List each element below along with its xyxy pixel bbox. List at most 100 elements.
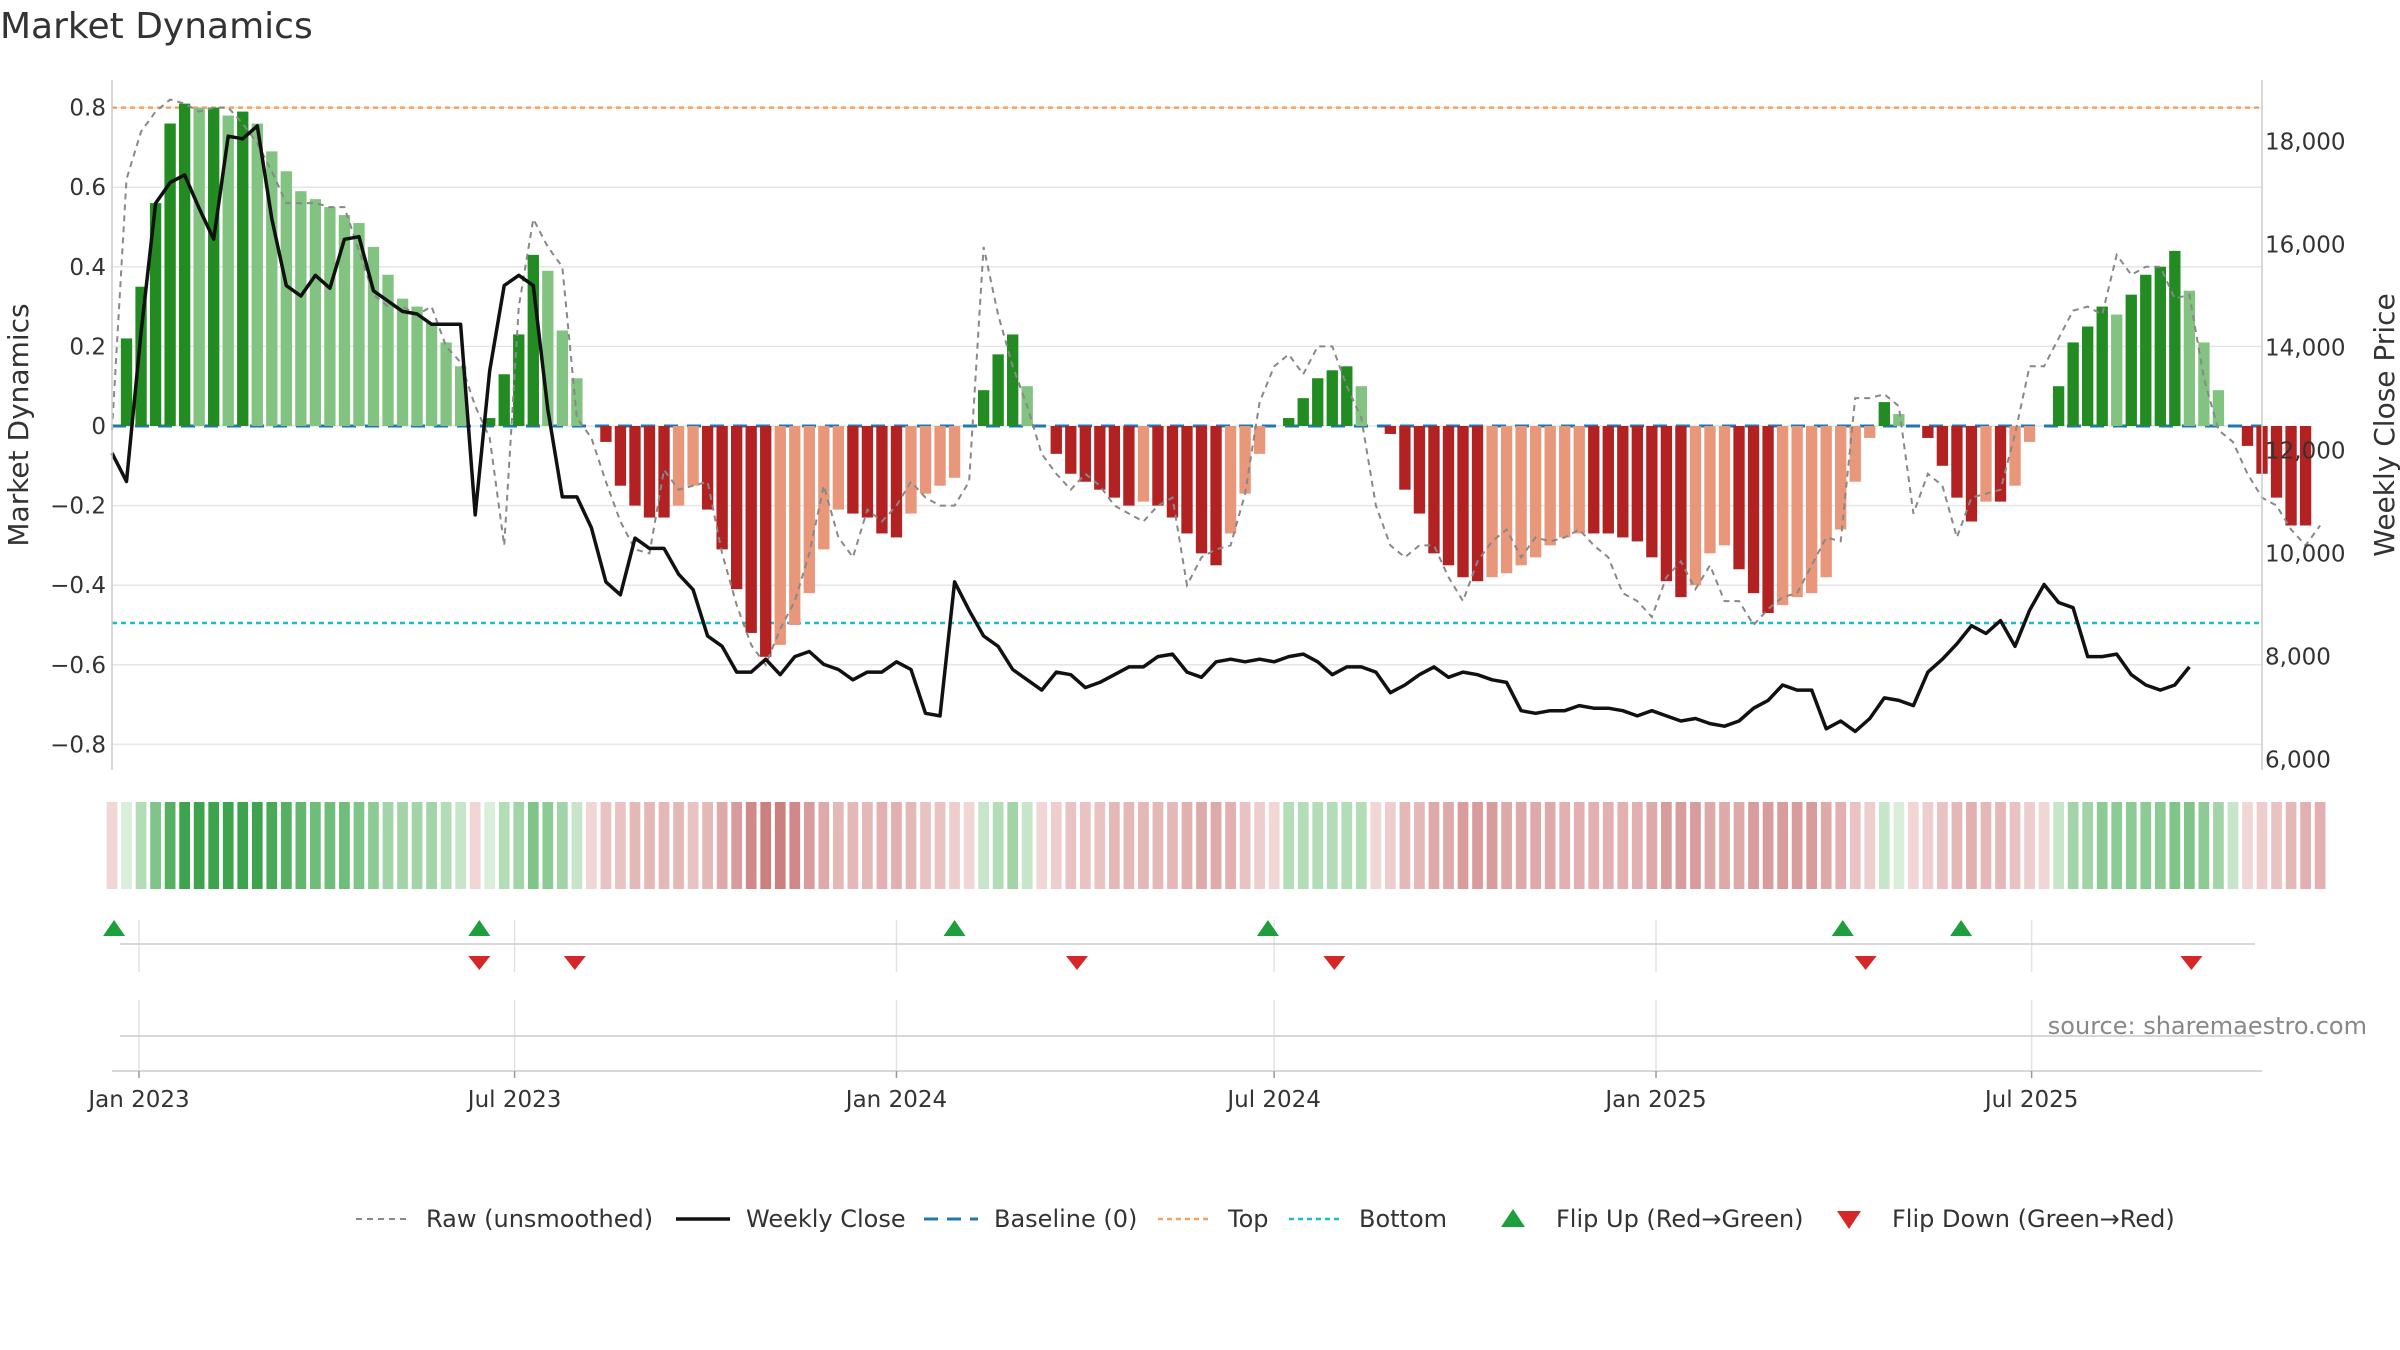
dynamics-bar xyxy=(745,426,757,633)
dynamics-bar xyxy=(2023,426,2036,442)
dynamics-bar xyxy=(1951,426,1963,498)
flip-down-marker xyxy=(1066,956,1089,970)
dynamics-bar xyxy=(1660,426,1673,582)
dynamics-bar xyxy=(1646,426,1658,558)
regime-cell xyxy=(1254,802,1266,889)
dynamics-bar xyxy=(1878,402,1890,426)
regime-cell xyxy=(978,802,989,889)
regime-cell xyxy=(1312,802,1324,889)
dynamics-bar xyxy=(266,151,278,426)
regime-cell xyxy=(992,802,1004,889)
dynamics-bar xyxy=(716,426,728,550)
regime-cell xyxy=(484,802,496,889)
regime-cell xyxy=(1123,802,1135,889)
legend-label: Top xyxy=(1227,1205,1269,1233)
regime-cell xyxy=(949,802,960,889)
dynamics-bar xyxy=(484,418,496,426)
y-tick-label: −0.4 xyxy=(50,573,106,599)
regime-cell xyxy=(1181,802,1193,889)
regime-cell xyxy=(208,802,220,889)
dynamics-bar xyxy=(425,322,438,426)
dynamics-bar xyxy=(1849,426,1861,482)
dynamics-bar xyxy=(1210,426,1222,566)
regime-cell xyxy=(2169,802,2181,889)
regime-cell xyxy=(1457,802,1469,889)
dynamics-bar xyxy=(658,426,670,518)
regime-cell xyxy=(1239,802,1251,889)
x-tick-label: Jul 2023 xyxy=(466,1087,562,1113)
regime-cell xyxy=(397,802,408,889)
dynamics-bar xyxy=(1152,426,1164,506)
dynamics-bar xyxy=(687,426,699,486)
regime-cell xyxy=(1036,802,1048,889)
y2-tick-label: 14,000 xyxy=(2265,335,2345,361)
legend-item: Baseline (0) xyxy=(924,1205,1137,1233)
dynamics-bar xyxy=(2082,326,2094,426)
dynamics-bar xyxy=(251,123,263,427)
regime-cell xyxy=(876,802,888,889)
series-lines xyxy=(110,98,2321,734)
regime-cell xyxy=(2024,802,2035,889)
regime-cell xyxy=(1065,802,1077,889)
dynamics-bar xyxy=(1413,426,1426,514)
regime-cell xyxy=(774,802,786,889)
dynamics-bar xyxy=(1776,426,1789,606)
regime-cell xyxy=(1225,802,1236,889)
dynamics-bar xyxy=(237,111,249,426)
flip-up-marker xyxy=(943,920,966,936)
dynamics-bar xyxy=(1922,426,1934,438)
dynamics-bar xyxy=(1442,426,1455,566)
regime-cell xyxy=(1428,802,1440,889)
dynamics-bar xyxy=(280,171,292,426)
regime-cell xyxy=(1196,802,1207,889)
regime-cell xyxy=(1050,802,1062,889)
regime-cell xyxy=(1806,802,1818,889)
regime-cell xyxy=(426,802,437,889)
dynamics-bar xyxy=(1297,398,1309,426)
dynamics-bar xyxy=(1515,426,1527,566)
dynamics-bar xyxy=(600,426,612,442)
regime-cell xyxy=(600,802,612,889)
regime-cell xyxy=(179,802,191,889)
dynamics-bar xyxy=(789,426,801,625)
dynamics-bar xyxy=(222,115,234,426)
dynamics-bar xyxy=(2125,294,2137,426)
regime-cell xyxy=(1210,802,1222,889)
regime-cell xyxy=(934,802,946,889)
y-tick-label: 0.6 xyxy=(69,175,106,201)
dynamics-bar xyxy=(2052,386,2065,426)
legend-item: Flip Down (Green→Red) xyxy=(1837,1205,2175,1233)
regime-cell xyxy=(455,802,467,889)
regime-cell xyxy=(1675,802,1687,889)
regime-cell xyxy=(237,802,249,889)
dynamics-bar xyxy=(353,223,365,426)
dynamics-bar xyxy=(1065,426,1077,474)
y-tick-label: −0.6 xyxy=(50,653,106,679)
regime-cell xyxy=(310,802,321,889)
regime-cell xyxy=(1690,802,1701,889)
regime-cell xyxy=(832,802,844,889)
regime-cell xyxy=(702,802,713,889)
dynamics-bar xyxy=(1559,426,1571,538)
regime-cell xyxy=(1704,802,1716,889)
regime-cell xyxy=(2009,802,2021,889)
regime-cell xyxy=(1472,802,1483,889)
dynamics-bar xyxy=(861,426,874,518)
flip-up-marker xyxy=(1256,920,1279,936)
x-tick-label: Jan 2025 xyxy=(1603,1087,1706,1113)
regime-cell xyxy=(687,802,699,889)
dynamics-bar xyxy=(1137,426,1150,502)
regime-cell xyxy=(2067,802,2079,889)
dynamics-bars xyxy=(120,103,2312,657)
dynamics-bar xyxy=(2198,342,2210,426)
regime-cell xyxy=(1878,802,1890,889)
dynamics-bar xyxy=(643,426,656,518)
dynamics-bar xyxy=(629,426,641,506)
dynamics-bar xyxy=(1733,426,1745,570)
dynamics-bar xyxy=(338,215,351,426)
regime-cell xyxy=(193,802,205,889)
regime-cell xyxy=(2053,802,2064,889)
y2-tick-label: 6,000 xyxy=(2265,748,2331,774)
dynamics-bar xyxy=(2009,426,2021,486)
y2-tick-label: 8,000 xyxy=(2265,645,2331,671)
